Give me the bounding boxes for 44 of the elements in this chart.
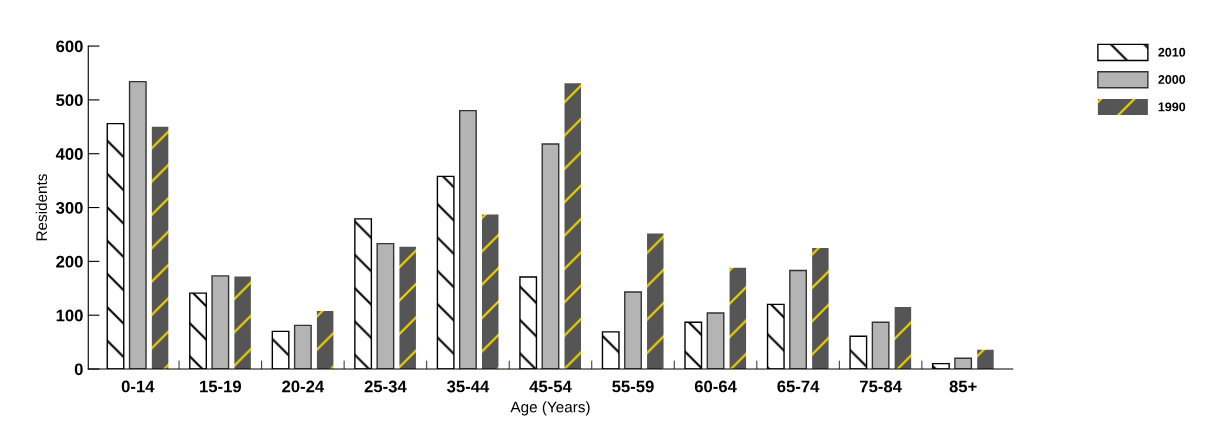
y-tick-label: 200 (56, 255, 83, 268)
bar (624, 291, 642, 370)
bar (234, 276, 251, 370)
bar (128, 80, 147, 370)
bar (399, 246, 416, 370)
legend-label: 1990 (1158, 102, 1186, 112)
legend-label: 2000 (1158, 75, 1186, 84)
bar (812, 247, 829, 370)
x-tick-label: 55-59 (612, 380, 654, 393)
bar (729, 267, 747, 370)
x-tick-label: 85+ (949, 380, 977, 393)
y-tick-label: 0 (74, 363, 83, 376)
bar (894, 307, 912, 370)
y-axis-title: Residents (35, 174, 48, 241)
bar (871, 321, 890, 370)
bar (977, 349, 994, 370)
bar (151, 126, 169, 370)
bar (541, 143, 560, 370)
y-tick-label: 300 (55, 201, 83, 214)
bar (376, 242, 395, 370)
x-tick-label: 60-64 (694, 380, 737, 393)
x-tick-label: 75-84 (860, 380, 902, 393)
bar (316, 310, 334, 370)
bar (211, 275, 230, 370)
bar (789, 269, 808, 370)
x-tick-label: 15-19 (200, 380, 242, 393)
y-tick-label: 600 (56, 40, 83, 53)
y-tick-label: 500 (56, 94, 83, 107)
bar (293, 324, 312, 370)
y-tick-label: 100 (56, 309, 83, 322)
bar (481, 214, 499, 370)
x-tick-label: 20-24 (282, 380, 325, 393)
x-tick-label: 25-34 (364, 380, 407, 393)
x-tick-label: 35-44 (447, 380, 490, 393)
x-tick-label: 65-74 (777, 380, 820, 393)
bar (458, 109, 477, 370)
x-tick-label: 45-54 (529, 380, 572, 393)
x-axis-title: Age (Years) (510, 401, 590, 416)
bar (564, 83, 582, 370)
bar (647, 233, 664, 370)
bar (706, 312, 725, 370)
x-tick-label: 0-14 (121, 380, 155, 393)
legend-label: 2010 (1158, 47, 1186, 57)
y-tick-label: 400 (55, 148, 83, 160)
